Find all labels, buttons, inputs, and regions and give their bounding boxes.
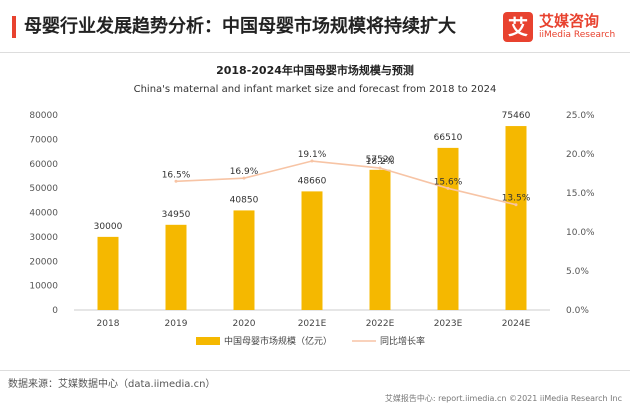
x-tick-label: 2021E <box>298 319 327 329</box>
bar <box>437 147 459 310</box>
bar-value-label: 40850 <box>230 195 259 205</box>
growth-rate-label: 16.9% <box>230 167 259 177</box>
x-tick-label: 2024E <box>502 319 531 329</box>
growth-rate-label: 13.5% <box>502 194 531 204</box>
chart-canvas: 2018-2024年中国母婴市场规模与预测 China's maternal an… <box>29 63 595 347</box>
bar <box>233 210 255 310</box>
growth-rate-point <box>242 176 246 180</box>
growth-rate-label: 18.2% <box>366 157 395 167</box>
y-tick-label: 10000 <box>29 282 58 292</box>
logo-chinese-name: 艾媒咨询 <box>539 12 600 30</box>
bar-value-label: 66510 <box>434 133 463 143</box>
y2-tick-label: 10.0% <box>566 228 595 238</box>
bar <box>505 126 527 310</box>
growth-rate-point <box>446 186 450 190</box>
y-tick-label: 50000 <box>29 184 58 194</box>
report-center-note: 艾媒报告中心: report.iimedia.cn ©2021 iiMedia … <box>384 394 622 403</box>
y-tick-label: 20000 <box>29 257 58 267</box>
x-tick-label: 2022E <box>366 319 395 329</box>
y2-tick-label: 0.0% <box>566 306 589 316</box>
y-tick-label: 0 <box>52 306 58 316</box>
logo-mark: 艾 <box>503 12 533 42</box>
y-tick-label: 40000 <box>29 209 58 219</box>
y-tick-label: 70000 <box>29 135 58 145</box>
x-tick-label: 2018 <box>97 319 120 329</box>
y2-tick-label: 15.0% <box>566 189 595 199</box>
bar <box>369 169 391 310</box>
y-tick-label: 30000 <box>29 233 58 243</box>
page-title: 母婴行业发展趋势分析：中国母婴市场规模将持续扩大 <box>24 16 456 37</box>
footer-divider <box>0 370 630 371</box>
y-tick-label: 80000 <box>29 111 58 121</box>
growth-rate-point <box>174 179 178 183</box>
chart-subtitle: China's maternal and infant market size … <box>134 84 497 95</box>
growth-rate-point <box>378 166 382 170</box>
growth-rate-point <box>514 203 518 207</box>
y2-tick-label: 5.0% <box>566 267 589 277</box>
growth-rate-label: 19.1% <box>298 150 327 160</box>
bar-value-label: 75460 <box>502 111 531 121</box>
bar-value-label: 48660 <box>298 176 327 186</box>
header: 母婴行业发展趋势分析：中国母婴市场规模将持续扩大 艾 艾媒咨询 iiMedia … <box>0 0 630 54</box>
growth-rate-label: 15.6% <box>434 177 463 187</box>
iimedia-logo: 艾 艾媒咨询 iiMedia Research <box>503 10 623 46</box>
legend-line-label: 同比增长率 <box>380 335 425 347</box>
bar-value-label: 57520 <box>366 155 395 165</box>
data-source-note: 数据来源：艾媒数据中心（data.iimedia.cn） <box>8 379 216 390</box>
growth-rate-label: 16.5% <box>162 170 191 180</box>
legend-bar-swatch <box>196 337 220 345</box>
x-tick-label: 2020 <box>233 319 256 329</box>
header-divider <box>0 52 630 53</box>
bottom-bar: 艾媒报告中心: report.iimedia.cn ©2021 iiMedia … <box>0 393 630 407</box>
bar <box>301 191 323 310</box>
y2-tick-label: 20.0% <box>566 150 595 160</box>
growth-rate-line <box>175 160 517 206</box>
y-tick-label: 60000 <box>29 160 58 170</box>
bar <box>97 236 119 310</box>
growth-rate-point <box>310 159 314 163</box>
chart-title: 2018-2024年中国母婴市场规模与预测 <box>216 63 414 77</box>
bar-value-label: 34950 <box>162 210 191 220</box>
x-tick-label: 2019 <box>165 319 188 329</box>
bar-value-label: 30000 <box>94 222 123 232</box>
logo-english-name: iiMedia Research <box>539 30 616 40</box>
y2-tick-label: 25.0% <box>566 111 595 121</box>
x-tick-label: 2023E <box>434 319 463 329</box>
title-accent-bar <box>12 16 16 38</box>
legend-bar-label: 中国母婴市场规模（亿元） <box>224 335 332 347</box>
bar <box>165 224 187 310</box>
